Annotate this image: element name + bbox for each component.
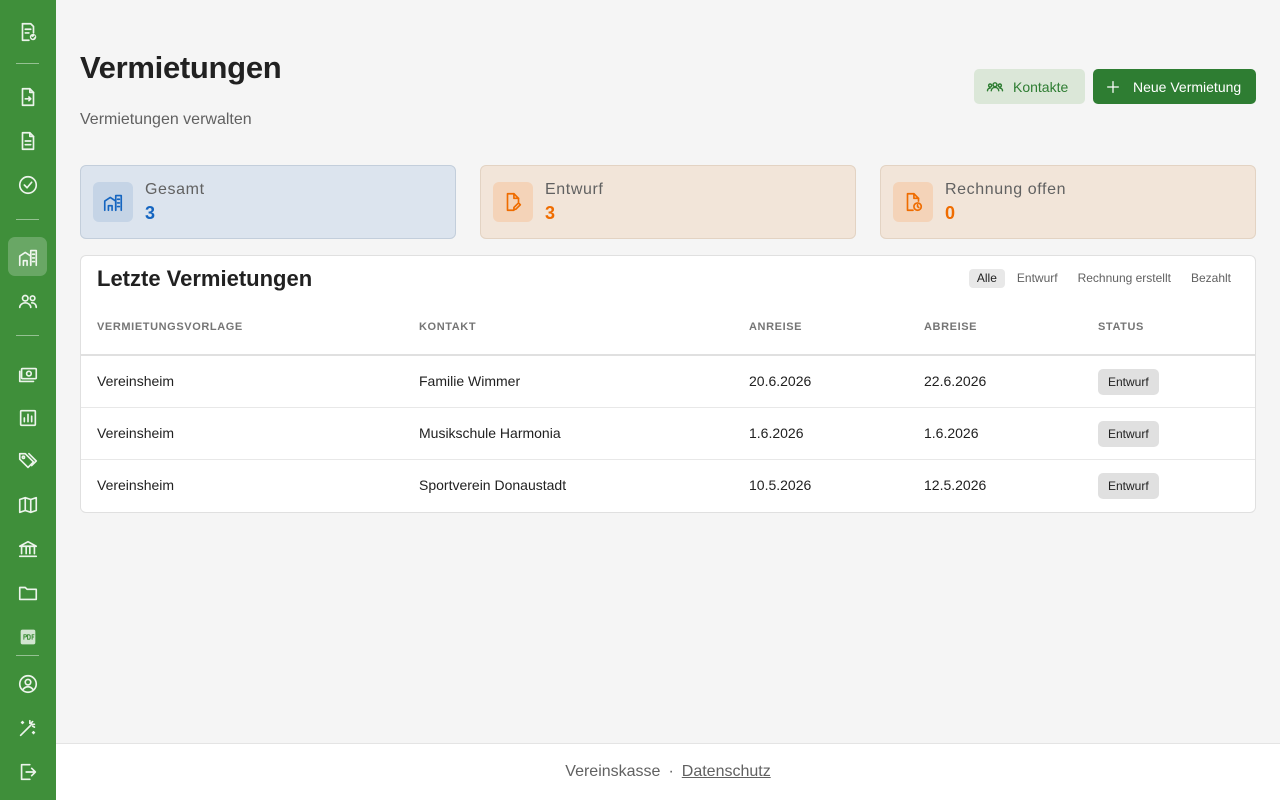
stat-label: Rechnung offen	[945, 181, 1067, 198]
cash-icon[interactable]	[8, 355, 47, 394]
column-header-departure[interactable]: ABREISE	[924, 321, 978, 333]
map-icon[interactable]	[8, 485, 47, 524]
tags-icon[interactable]	[8, 441, 47, 480]
column-header-status[interactable]: STATUS	[1098, 321, 1144, 333]
document-arrow-icon[interactable]	[8, 77, 47, 116]
status-badge: Entwurf	[1098, 369, 1159, 395]
buildings-icon	[93, 182, 133, 222]
logout-icon[interactable]	[8, 752, 47, 791]
status-badge: Entwurf	[1098, 473, 1159, 499]
document-clock-icon	[893, 182, 933, 222]
column-header-contact[interactable]: KONTAKT	[419, 321, 477, 333]
pdf-icon[interactable]	[8, 617, 47, 656]
cell-arrival: 20.6.2026	[749, 373, 812, 389]
plus-icon	[1107, 80, 1119, 93]
new-rental-button[interactable]: Neue Vermietung	[1093, 69, 1256, 104]
stat-card-invoice-open: Rechnung offen 0	[880, 165, 1256, 239]
buildings-icon[interactable]	[8, 237, 47, 276]
check-circle-icon[interactable]	[8, 165, 47, 204]
cell-departure: 12.5.2026	[924, 477, 987, 493]
sidebar	[0, 0, 56, 800]
people-icon	[986, 81, 1004, 91]
table-header-divider	[81, 354, 1255, 356]
account-circle-icon[interactable]	[8, 664, 47, 703]
stat-card-draft: Entwurf 3	[480, 165, 856, 239]
footer-separator: ·	[668, 763, 674, 780]
magic-wand-icon[interactable]	[8, 708, 47, 747]
new-rental-button-label: Neue Vermietung	[1133, 78, 1242, 95]
contacts-button-label: Kontakte	[1013, 78, 1069, 95]
page-title: Vermietungen	[80, 50, 282, 85]
contacts-button[interactable]: Kontakte	[974, 69, 1085, 104]
cell-arrival: 1.6.2026	[749, 425, 804, 441]
people-icon[interactable]	[8, 281, 47, 320]
stat-card-total: Gesamt 3	[80, 165, 456, 239]
footer: Vereinskasse · Datenschutz	[56, 743, 1280, 800]
cell-departure: 22.6.2026	[924, 373, 987, 389]
document-lines-icon[interactable]	[8, 121, 47, 160]
column-header-template[interactable]: VERMIETUNGSVORLAGE	[97, 321, 243, 333]
logo-document-check-icon[interactable]	[8, 12, 47, 51]
stat-label: Gesamt	[145, 181, 205, 198]
document-edit-icon	[493, 182, 533, 222]
stat-label: Entwurf	[545, 181, 604, 198]
table-row[interactable]: Vereinsheim Familie Wimmer 20.6.2026 22.…	[81, 356, 1255, 408]
cell-template: Vereinsheim	[97, 425, 175, 441]
cell-contact: Sportverein Donaustadt	[419, 477, 567, 493]
cell-arrival: 10.5.2026	[749, 477, 812, 493]
bank-icon[interactable]	[8, 529, 47, 568]
chart-icon[interactable]	[8, 398, 47, 437]
filter-all[interactable]: Alle	[968, 269, 1005, 288]
table-row[interactable]: Vereinsheim Musikschule Harmonia 1.6.202…	[81, 408, 1255, 460]
card-title: Letzte Vermietungen	[97, 266, 313, 291]
cell-template: Vereinsheim	[97, 477, 175, 493]
stat-value: 3	[545, 203, 556, 223]
page-subtitle: Vermietungen verwalten	[80, 111, 252, 128]
filter-draft[interactable]: Entwurf	[1016, 271, 1058, 285]
footer-brand: Vereinskasse	[565, 763, 661, 780]
column-header-arrival[interactable]: ANREISE	[749, 321, 803, 333]
privacy-link[interactable]: Datenschutz	[681, 763, 771, 780]
cell-contact: Musikschule Harmonia	[419, 425, 561, 441]
filter-invoice-created[interactable]: Rechnung erstellt	[1077, 271, 1171, 285]
cell-departure: 1.6.2026	[924, 425, 979, 441]
cell-template: Vereinsheim	[97, 373, 175, 389]
folder-icon[interactable]	[8, 573, 47, 612]
filter-paid[interactable]: Bezahlt	[1190, 271, 1231, 285]
cell-contact: Familie Wimmer	[419, 373, 521, 389]
table-row[interactable]: Vereinsheim Sportverein Donaustadt 10.5.…	[81, 460, 1255, 512]
main-content: Vermietungen Vermietungen verwalten Kont…	[56, 0, 1280, 743]
status-badge: Entwurf	[1098, 421, 1159, 447]
stat-value: 0	[945, 203, 956, 223]
stat-value: 3	[145, 203, 156, 223]
status-filter: Alle Entwurf Rechnung erstellt Bezahlt	[968, 269, 1239, 288]
recent-rentals-card: Letzte Vermietungen Alle Entwurf Rechnun…	[80, 255, 1256, 513]
